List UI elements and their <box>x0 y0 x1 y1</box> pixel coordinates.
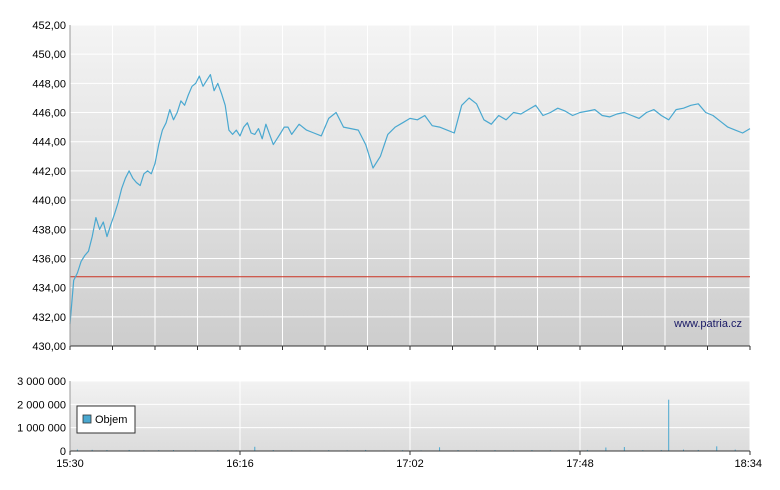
legend-label: Objem <box>95 414 127 426</box>
price-y-tick-label: 436,00 <box>32 253 66 265</box>
price-gridlines <box>69 24 751 347</box>
price-y-tick-label: 438,00 <box>32 224 66 236</box>
price-line <box>69 74 751 325</box>
price-y-tick-label: 444,00 <box>32 137 66 149</box>
volume-x-tick-label: 15:30 <box>56 458 84 470</box>
price-y-tick-label: 450,00 <box>32 49 66 61</box>
price-chart: 452,00 450,00 448,00 446,00 444,00 442,00 440,… <box>32 20 751 353</box>
price-y-tick-label: 442,00 <box>32 166 66 178</box>
price-y-tick-label: 430,00 <box>32 341 66 353</box>
price-y-axis: 452,00 450,00 448,00 446,00 444,00 442,00 440,… <box>32 20 66 353</box>
volume-y-tick-label: 0 <box>60 446 66 458</box>
watermark: www.patria.cz <box>673 318 742 330</box>
price-y-tick-label: 440,00 <box>32 195 66 207</box>
volume-y-tick-label: 2 000 000 <box>17 399 66 411</box>
price-series <box>69 74 751 325</box>
price-y-tick-label: 448,00 <box>32 78 66 90</box>
legend-swatch <box>82 414 92 424</box>
volume-x-tick-label: 17:48 <box>566 458 594 470</box>
volume-x-axis: 15:30 16:16 17:02 17:48 18:34 <box>56 381 762 470</box>
volume-y-tick-label: 1 000 000 <box>17 423 66 435</box>
volume-y-axis: 3 000 000 2 000 000 1 000 000 0 <box>17 376 66 458</box>
price-x-axis <box>69 25 751 350</box>
price-y-tick-label: 434,00 <box>32 283 66 295</box>
price-y-tick-label: 446,00 <box>32 108 66 120</box>
price-y-tick-label: 432,00 <box>32 312 66 324</box>
volume-x-tick-label: 16:16 <box>226 458 254 470</box>
volume-legend: Objem <box>76 405 136 434</box>
volume-y-tick-label: 3 000 000 <box>17 376 66 388</box>
volume-x-tick-label: 17:02 <box>396 458 424 470</box>
volume-x-tick-label: 18:34 <box>734 458 762 470</box>
price-y-tick-label: 452,00 <box>32 20 66 32</box>
